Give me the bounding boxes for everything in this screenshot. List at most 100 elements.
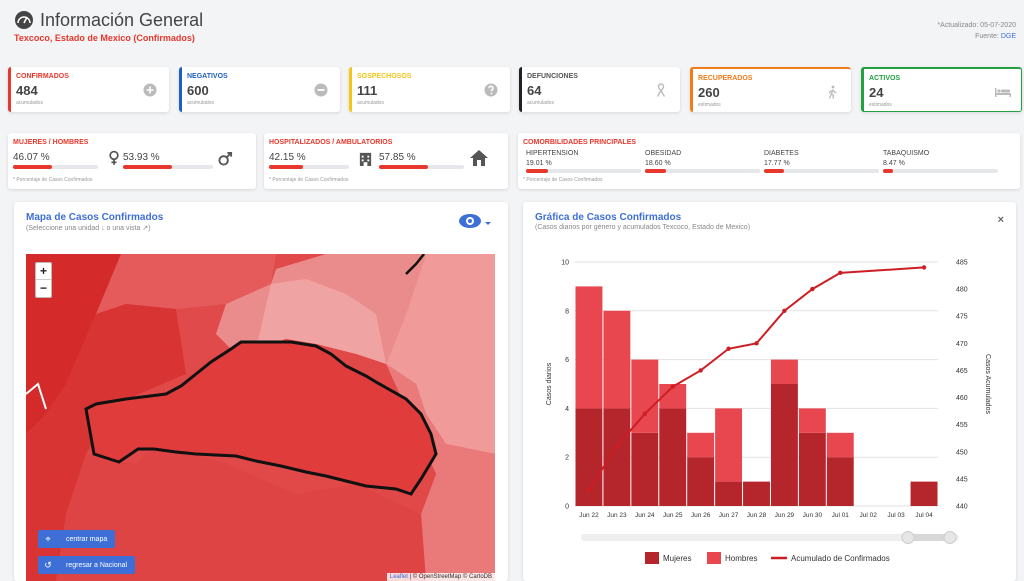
back-national-label: regresar a Nacional [66,561,128,569]
amb-bar-fill [379,165,429,169]
male-icon [218,151,233,166]
bar-mujeres [603,408,631,506]
stat-label: RECUPERADOS [698,75,753,82]
cumulative-point [838,270,843,276]
cumulative-point [614,444,620,449]
chart-panel-title: Gráfica de Casos Confirmados [535,212,682,223]
stat-sub: acumulados [16,100,43,106]
y-tick-label: 0 [565,504,569,511]
y-tick-label: 8 [565,308,569,315]
comorbidities-card: COMORBILIDADES PRINCIPALES HIPERTENSION 1… [518,133,1020,189]
comorbidity-pct: 18.60 % [645,160,671,167]
hosp-bar [269,165,349,169]
source-link[interactable]: DGE [1000,33,1016,40]
range-slider-handle-left [901,531,915,544]
zoom-in-button[interactable]: + [36,263,51,280]
comorbidity-bar [764,169,879,173]
hosp-title: HOSPITALIZADOS / AMBULATORIOS [269,139,393,146]
y-axis-label: Casos diarios [546,362,553,405]
y-right-tick-label: 485 [956,260,968,267]
comorbidity-bar [526,169,641,173]
question-circle-icon [484,83,498,97]
bar-mujeres [687,457,715,506]
zoom-out-button[interactable]: − [39,281,47,295]
comorbidity-name: TABAQUISMO [883,150,930,157]
hosp-note: * Porcentaje de Casos Confirmados [269,177,349,183]
y-tick-label: 6 [565,357,569,364]
stat-sub: acumulados [187,100,214,106]
x-tick-label: Jun 29 [775,512,795,519]
stat-sub: acumulados [357,100,384,106]
comorbidity-pct: 8.47 % [883,160,905,167]
stat-sub: acumulados [527,100,554,106]
cumulative-point [921,265,927,270]
bar-hombres [798,408,826,433]
y-right-axis-label: Casos Acumulados [984,354,991,414]
map-panel-subtitle: (Seleccione una unidad ↓ o una vista ↗) [26,225,151,232]
leaflet-link[interactable]: Leaflet [389,574,408,580]
comorbidity-pct: 17.77 % [764,160,790,167]
cases-chart: 0 2 4 6 8 10 440 445 450 455 460 465 470 475 480 485 Cas… [546,260,991,564]
hosp-card: HOSPITALIZADOS / AMBULATORIOS 42.15 % 57… [264,133,508,189]
stat-card-activos: ACTIVOS 24 estimados [861,67,1022,112]
close-button[interactable]: × [997,214,1004,226]
comorbidity-name: OBESIDAD [645,150,682,157]
stat-value: 600 [187,83,209,98]
attribution-text: | © OpenStreetMap © CartoDB [407,574,492,580]
leaflet-map[interactable]: + − ⌖ centrar mapa ↺ regresar a Nacional L… [26,254,495,581]
cumulative-point [726,346,731,351]
map-attribution: Leaflet | © OpenStreetMap © CartoDB [386,573,495,581]
bar-mujeres [826,457,854,506]
stat-label: DEFUNCIONES [527,73,578,80]
ribbon-icon [654,83,668,97]
stat-label: SOSPECHOSOS [357,73,412,80]
bar-hombres [715,408,743,482]
y-right-tick-label: 445 [956,476,968,483]
comorbidity-pct: 19.01 % [526,160,552,167]
stat-label: NEGATIVOS [187,73,228,80]
amb-bar [379,165,464,169]
x-tick-label: Jun 22 [579,512,599,519]
page-title: Información General [40,10,204,30]
comorbidity-bar-fill [526,169,548,173]
y-right-tick-label: 460 [956,395,968,402]
comorbidity-bar-fill [645,169,667,173]
x-tick-label: Jun 30 [803,512,823,519]
bed-icon [995,85,1011,99]
center-map-label: centrar mapa [66,535,108,543]
legend-label-mujeres: Mujeres [663,554,691,563]
men-pct: 53.93 % [123,152,160,163]
bar-mujeres [743,481,770,506]
eye-view-icon[interactable] [458,212,492,230]
gender-title: MUJERES / HOMBRES [13,139,89,146]
female-icon [109,150,119,165]
gender-card: MUJERES / HOMBRES 46.07 % 53.93 % * Porc… [8,133,256,189]
comorbidity-name: HIPERTENSION [526,150,579,157]
amb-pct: 57.85 % [379,152,416,163]
map-regions[interactable] [26,254,495,581]
y-tick-label: 2 [565,455,569,462]
stat-card-sospechosos: SOSPECHOSOS 111 acumulados [349,67,510,112]
house-icon [470,150,488,166]
comorbidities-note: * Porcentaje de Casos Confirmados [523,177,603,183]
back-national-button[interactable]: ↺ regresar a Nacional [38,556,136,574]
x-tick-label: Jul 03 [887,512,905,519]
stat-sub: estimados [698,102,721,108]
center-map-button[interactable]: ⌖ centrar mapa [38,530,116,548]
source-label: Fuente: [975,33,999,40]
map-panel-title: Mapa de Casos Confirmados [26,212,164,223]
hosp-bar-fill [269,165,303,169]
range-slider-selection [903,534,953,541]
dashboard-gauge-icon [15,11,33,29]
y-tick-label: 4 [565,406,569,413]
x-tick-label: Jul 02 [860,512,878,519]
minus-circle-icon [314,83,328,97]
bar-mujeres [659,408,687,506]
x-tick-label: Jun 26 [691,512,711,519]
page-subtitle: Texcoco, Estado de Mexico (Confirmados) [14,33,195,43]
bar-hombres [603,310,631,409]
women-pct: 46.07 % [13,152,50,163]
bar-mujeres [910,481,938,506]
cumulative-point [782,308,787,313]
cumulative-point [810,286,815,292]
